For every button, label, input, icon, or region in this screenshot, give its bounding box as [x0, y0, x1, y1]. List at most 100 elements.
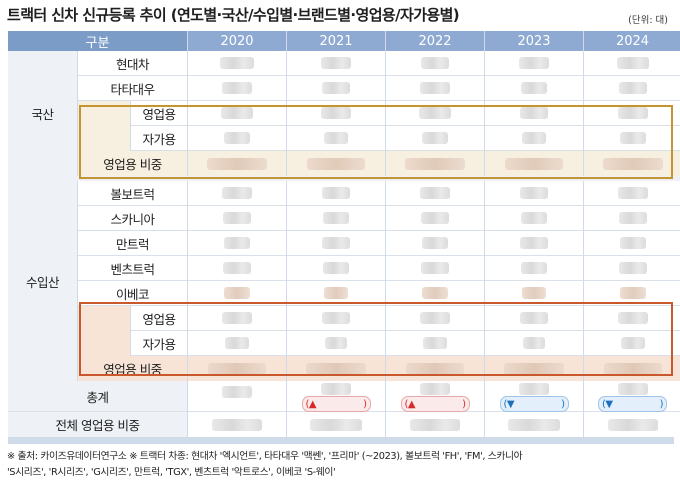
value-cell: [386, 281, 484, 306]
unit-label: (단위: 대): [628, 15, 668, 26]
value-cell: (▼): [485, 381, 583, 412]
value-cell: [386, 101, 484, 126]
value-cell: [287, 412, 385, 437]
value-cell: [584, 151, 680, 176]
value-cell: [188, 331, 286, 356]
value-cell: [485, 256, 583, 281]
value-cell: [188, 306, 286, 331]
value-cell: [188, 281, 286, 306]
value-cell: [287, 181, 385, 206]
value-cell: [188, 206, 286, 231]
row-label-imported-ratio: 영업용 비중: [78, 356, 187, 381]
header-year-2022: 2022: [386, 31, 484, 51]
value-cell: [188, 51, 286, 76]
value-cell: [485, 412, 583, 437]
value-cell: [386, 256, 484, 281]
row-label-iveco: 이베코: [78, 281, 187, 306]
value-cell: [287, 306, 385, 331]
value-cell: [287, 126, 385, 151]
value-cell: [188, 76, 286, 101]
value-cell: [287, 281, 385, 306]
value-cell: [287, 51, 385, 76]
header-category: 구분: [8, 31, 187, 51]
row-label-man: 만트럭: [78, 231, 187, 256]
value-cell: [386, 231, 484, 256]
row-label-overall-ratio: 전체 영업용 비중: [8, 412, 187, 437]
total-change-2023: (▼): [499, 396, 569, 412]
value-cell: [386, 126, 484, 151]
value-cell: [386, 51, 484, 76]
value-cell: [584, 51, 680, 76]
value-cell: [584, 101, 680, 126]
footnote-line-1: ※ 출처: 카이즈유데이터연구소 ※ 트랙터 차종: 현대차 '엑시언트', 타…: [7, 451, 523, 462]
value-cell: [386, 76, 484, 101]
value-cell: [584, 306, 680, 331]
group-domestic: 국산: [8, 51, 77, 176]
value-cell: [485, 151, 583, 176]
value-cell: [584, 76, 680, 101]
header-year-2023: 2023: [485, 31, 583, 51]
total-change-2024: (▼): [598, 396, 667, 412]
footnotes: ※ 출처: 카이즈유데이터연구소 ※ 트랙터 차종: 현대차 '엑시언트', 타…: [7, 449, 523, 481]
value-cell: [584, 206, 680, 231]
header-year-2024: 2024: [584, 31, 680, 51]
value-cell: [485, 51, 583, 76]
header-year-2020: 2020: [188, 31, 286, 51]
domestic-use-spacer: [78, 101, 130, 151]
value-cell: [287, 206, 385, 231]
value-cell: [485, 331, 583, 356]
value-cell: [188, 356, 286, 381]
value-cell: [386, 331, 484, 356]
value-cell: [386, 412, 484, 437]
value-cell: [584, 126, 680, 151]
value-cell: [584, 331, 680, 356]
value-cell: [188, 231, 286, 256]
row-label-scania: 스카니아: [78, 206, 187, 231]
registration-table: 구분 2020 2021 2022 2023 2024 국산 현대차 타타대우 …: [8, 31, 680, 444]
value-cell: [188, 151, 286, 176]
value-cell: [584, 281, 680, 306]
value-cell: [485, 356, 583, 381]
value-cell: [386, 151, 484, 176]
value-cell: [386, 206, 484, 231]
value-cell: [386, 181, 484, 206]
value-cell: [188, 101, 286, 126]
value-cell: [485, 126, 583, 151]
total-change-2022: (▲): [400, 396, 470, 412]
value-cell: [386, 306, 484, 331]
value-cell: [188, 412, 286, 437]
value-cell: [287, 231, 385, 256]
value-cell: (▲): [287, 381, 385, 412]
row-label-domestic-commercial: 영업용: [131, 101, 187, 126]
value-cell: [188, 181, 286, 206]
value-cell: [584, 256, 680, 281]
group-imported: 수입산: [8, 181, 77, 381]
value-cell: [188, 381, 286, 412]
row-label-domestic-private: 자가용: [131, 126, 187, 151]
value-cell: [485, 76, 583, 101]
row-label-benz: 벤츠트럭: [78, 256, 187, 281]
value-cell: [287, 256, 385, 281]
row-label-tata-daewoo: 타타대우: [78, 76, 187, 101]
value-cell: [584, 181, 680, 206]
total-change-2021: (▲): [301, 396, 371, 412]
footnote-line-2: 'S시리즈', 'R시리즈', 'G시리즈', 만트럭, 'TGX', 벤츠트럭…: [7, 467, 336, 478]
value-cell: [188, 126, 286, 151]
value-cell: [287, 101, 385, 126]
imported-use-spacer: [78, 306, 130, 356]
value-cell: [584, 231, 680, 256]
value-cell: [485, 306, 583, 331]
row-label-imported-private: 자가용: [131, 331, 187, 356]
value-cell: [584, 412, 680, 437]
value-cell: [485, 231, 583, 256]
value-cell: [287, 356, 385, 381]
row-label-hyundai: 현대차: [78, 51, 187, 76]
value-cell: [287, 331, 385, 356]
value-cell: [485, 281, 583, 306]
row-label-volvo: 볼보트럭: [78, 181, 187, 206]
value-cell: (▲): [386, 381, 484, 412]
value-cell: [188, 256, 286, 281]
value-cell: [485, 101, 583, 126]
page-title: 트랙터 신차 신규등록 추이 (연도별·국산/수입별·브랜드별·영업용/자가용별…: [7, 6, 460, 24]
value-cell: [287, 151, 385, 176]
